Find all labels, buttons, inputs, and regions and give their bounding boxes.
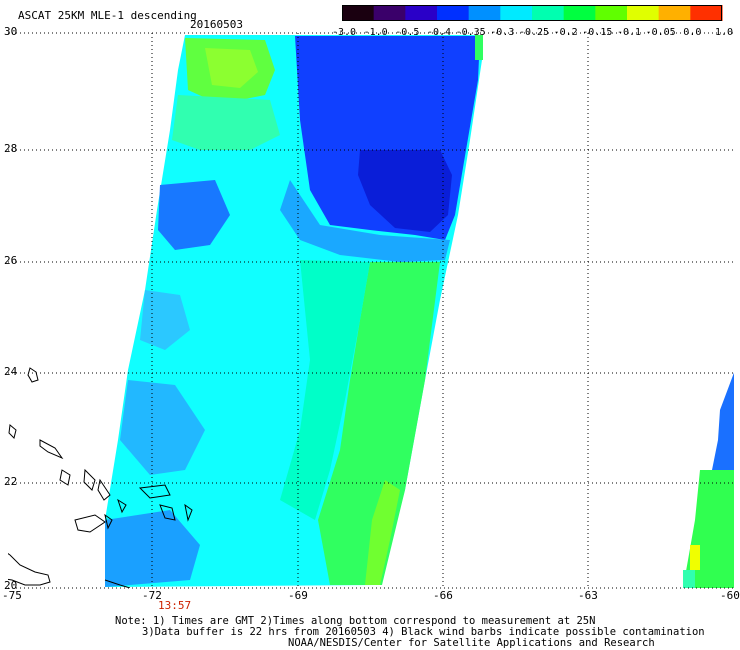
- colorbar-segment: [658, 5, 691, 21]
- swath-lime-east: [365, 480, 400, 585]
- y-tick-label: 30: [4, 25, 18, 38]
- colorbar: [342, 5, 723, 21]
- swath-blue-left: [158, 180, 230, 250]
- x-tick-label: -72: [142, 589, 162, 602]
- colorbar-border: [342, 5, 722, 21]
- colorbar-label: -0.25: [518, 27, 550, 38]
- note-line-3: NOAA/NESDIS/Center for Satellite Applica…: [288, 637, 655, 649]
- colorbar-segment: [532, 5, 565, 21]
- grid: [8, 32, 734, 589]
- colorbar-segment: [563, 5, 596, 21]
- colorbar-label: -0.2: [553, 27, 578, 38]
- swath-right-yellow: [690, 545, 700, 570]
- swath-blue-left2: [105, 510, 200, 587]
- y-tick-label: 28: [4, 142, 18, 155]
- note-line-1: Note: 1) Times are GMT 2)Times along bot…: [115, 615, 596, 627]
- pass-time-label: 13:57: [158, 599, 192, 612]
- chart-title: ASCAT 25KM MLE-1 descending: [18, 9, 197, 22]
- x-tick-label: -66: [433, 589, 453, 602]
- x-tick-label: -60: [720, 589, 740, 602]
- colorbar-label: -0.1: [616, 27, 642, 38]
- colorbar-label: 1.0: [714, 27, 734, 38]
- y-tick-label: 20: [4, 579, 18, 592]
- colorbar-label: -3.0: [331, 27, 357, 38]
- colorbar-segment: [437, 5, 470, 21]
- y-tick-label: 22: [4, 475, 18, 488]
- swath-sky-blue-band: [280, 180, 450, 262]
- colorbar-segment: [690, 5, 723, 21]
- note-line-2: 3)Data buffer is 22 hrs from 20160503 4)…: [142, 626, 705, 638]
- swath-green-east: [318, 262, 440, 585]
- colorbar-segment: [500, 5, 533, 21]
- y-tick-label: 24: [4, 365, 18, 378]
- coastline: [8, 367, 193, 588]
- colorbar-label: -0.4: [426, 27, 452, 38]
- colorbar-label: 0.0: [683, 27, 702, 38]
- colorbar-label: -1.0: [363, 27, 388, 38]
- colorbar-segment: [627, 5, 660, 21]
- colorbar-label: -0.5: [395, 27, 420, 38]
- swath-edge-green: [475, 35, 483, 60]
- colorbar-segment: [405, 5, 438, 21]
- colorbar-segment: [595, 5, 628, 21]
- swath-right-blue: [712, 372, 734, 470]
- swath-aqua-east: [280, 260, 370, 520]
- swath-blue-left3: [120, 380, 205, 475]
- swath-deep-blue-region: [358, 150, 452, 232]
- swath-lime-nw: [205, 48, 258, 88]
- colorbar-label: -0.35: [455, 27, 486, 38]
- x-tick-label: -63: [578, 589, 598, 602]
- x-tick-label: -69: [288, 589, 308, 602]
- colorbar-label: -0.15: [582, 27, 613, 38]
- chart-date: 20160503: [190, 18, 243, 31]
- colorbar-segment: [373, 5, 406, 21]
- colorbar-label: -0.3: [490, 27, 515, 38]
- swath-aqua-nw: [172, 95, 280, 150]
- x-tick-label: -75: [2, 589, 22, 602]
- colorbar-segment: [342, 5, 375, 21]
- colorbar-label: -0.05: [645, 27, 676, 38]
- y-tick-label: 26: [4, 254, 18, 267]
- colorbar-segment: [468, 5, 501, 21]
- swath-right-aqua: [683, 570, 695, 588]
